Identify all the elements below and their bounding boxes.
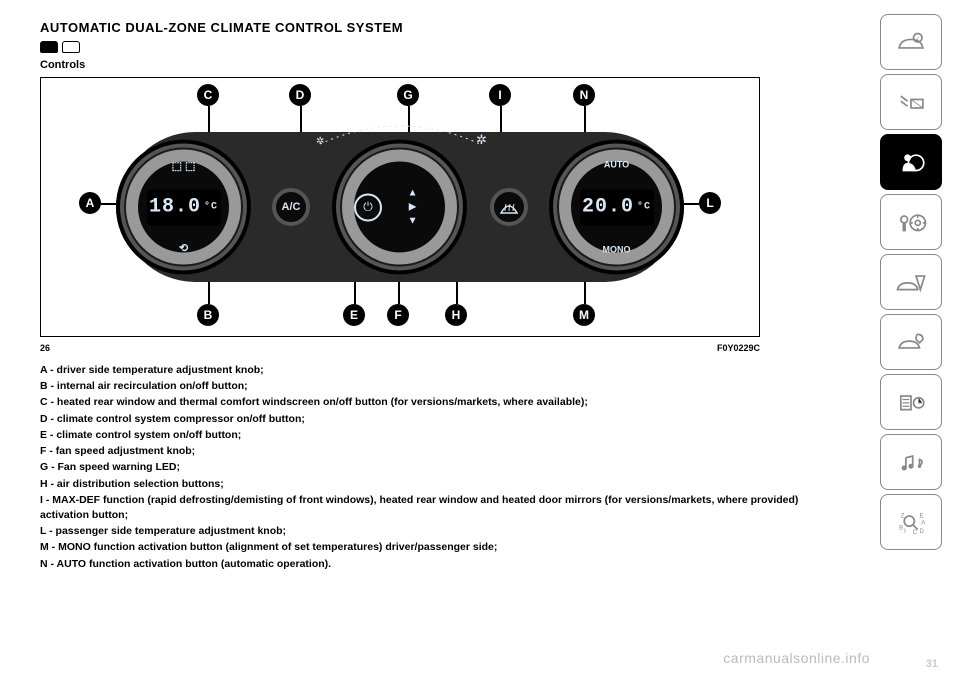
callout-b: B — [197, 304, 219, 326]
svg-text:C: C — [913, 530, 918, 536]
driver-temp-display: 18.0°C — [147, 189, 221, 225]
watermark: carmanualsonline.info — [723, 650, 870, 666]
tab-specs[interactable] — [880, 374, 942, 430]
legend-d: D - climate control system compressor on… — [40, 412, 840, 427]
svg-text:Z: Z — [901, 514, 905, 520]
climate-figure: C D G I N A L B E F H M — [40, 77, 760, 337]
tab-emergency[interactable] — [880, 254, 942, 310]
tab-index[interactable]: Z E B AD I C — [880, 494, 942, 550]
legend-a: A - driver side temperature adjustment k… — [40, 363, 840, 378]
svg-text:I: I — [904, 529, 906, 535]
air-distribution-buttons[interactable]: ▲▶▼ — [408, 186, 418, 228]
defrost-icon: ⬚ ⬚ — [172, 160, 196, 173]
tab-maintenance[interactable] — [880, 314, 942, 370]
legend-i: I - MAX-DEF function (rapid defrosting/d… — [40, 493, 840, 523]
fan-speed-dial[interactable]: ⏻ ▲▶▼ — [332, 140, 467, 275]
figure-code: F0Y0229C — [717, 343, 760, 353]
legend-m: M - MONO function activation button (ali… — [40, 540, 840, 555]
legend-g: G - Fan speed warning LED; — [40, 460, 840, 475]
climate-panel: ✲ ✲ ⬚ ⬚ 18.0°C ⟲ A/C ⏻ ▲▶▼ — [120, 132, 680, 282]
callout-i: I — [489, 84, 511, 106]
legend-h: H - air distribution selection buttons; — [40, 477, 840, 492]
svg-text:✲: ✲ — [316, 136, 324, 146]
tab-multimedia[interactable] — [880, 434, 942, 490]
svg-text:E: E — [920, 514, 924, 520]
callout-g: G — [397, 84, 419, 106]
tab-starting[interactable] — [880, 194, 942, 250]
availability-icons — [40, 41, 840, 53]
tab-safety[interactable] — [880, 134, 942, 190]
controls-subhead: Controls — [40, 59, 840, 71]
max-def-button[interactable] — [490, 188, 528, 226]
callout-l: L — [699, 192, 721, 214]
svg-text:✲: ✲ — [476, 132, 487, 146]
legend-l: L - passenger side temperature adjustmen… — [40, 524, 840, 539]
section-tabs: i Z E B AD I C — [880, 14, 942, 550]
tab-lights[interactable] — [880, 74, 942, 130]
power-button[interactable]: ⏻ — [354, 193, 382, 221]
callout-f: F — [387, 304, 409, 326]
legend-f: F - fan speed adjustment knob; — [40, 444, 840, 459]
passenger-temp-display: 20.0°C — [580, 189, 654, 225]
callout-h: H — [445, 304, 467, 326]
car-icon — [40, 41, 58, 53]
svg-text:D: D — [920, 529, 924, 535]
callout-a: A — [79, 192, 101, 214]
ac-button[interactable]: A/C — [272, 188, 310, 226]
legend-c: C - heated rear window and thermal comfo… — [40, 395, 840, 410]
callout-d: D — [289, 84, 311, 106]
legend-b: B - internal air recirculation on/off bu… — [40, 379, 840, 394]
page-number: 31 — [926, 658, 938, 670]
callout-m: M — [573, 304, 595, 326]
legend: A - driver side temperature adjustment k… — [40, 363, 840, 572]
callout-n: N — [573, 84, 595, 106]
passenger-temp-dial[interactable]: AUTO 20.0°C MONO — [549, 140, 684, 275]
car-outline-icon — [62, 41, 80, 53]
svg-text:A: A — [921, 521, 925, 527]
mono-button[interactable]: MONO — [603, 245, 631, 255]
recirc-icon: ⟲ — [179, 242, 188, 255]
driver-temp-dial[interactable]: ⬚ ⬚ 18.0°C ⟲ — [116, 140, 251, 275]
auto-button[interactable]: AUTO — [604, 160, 629, 170]
page-title: AUTOMATIC DUAL-ZONE CLIMATE CONTROL SYST… — [40, 20, 840, 35]
callout-e: E — [343, 304, 365, 326]
svg-text:B: B — [899, 526, 903, 532]
legend-e: E - climate control system on/off button… — [40, 428, 840, 443]
tab-vehicle-info[interactable]: i — [880, 14, 942, 70]
callout-c: C — [197, 84, 219, 106]
figure-number: 26 — [40, 343, 50, 353]
legend-n: N - AUTO function activation button (aut… — [40, 557, 840, 572]
